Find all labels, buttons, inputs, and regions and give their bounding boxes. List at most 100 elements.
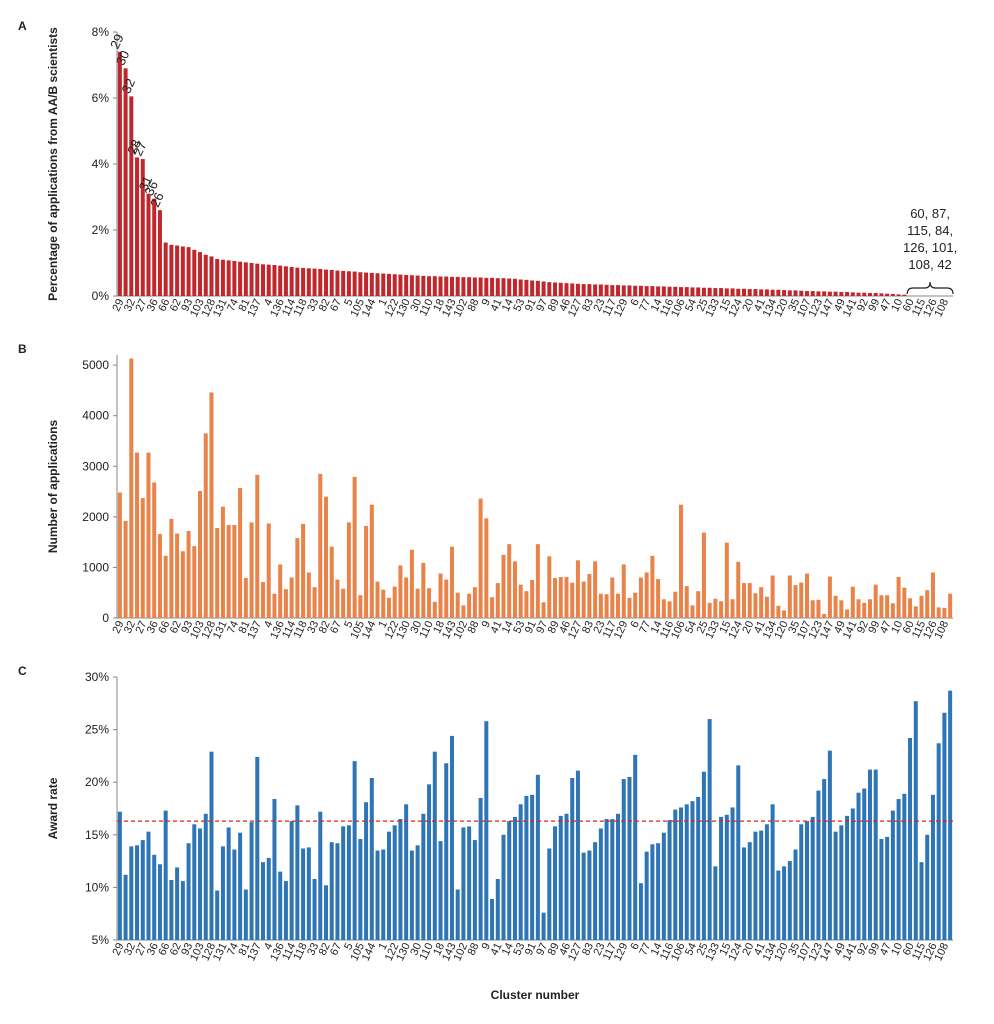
bar bbox=[581, 581, 586, 618]
bar bbox=[764, 824, 769, 940]
x-tick-label: 41 bbox=[752, 941, 768, 957]
bar bbox=[816, 291, 821, 296]
bar bbox=[220, 846, 225, 940]
y-tick-label: 5000 bbox=[82, 358, 109, 372]
bar bbox=[478, 797, 483, 940]
bar bbox=[713, 288, 718, 296]
bar bbox=[169, 518, 174, 618]
bar bbox=[621, 564, 626, 618]
y-tick-label: 5% bbox=[92, 933, 110, 947]
bar bbox=[696, 591, 701, 618]
bar bbox=[215, 890, 220, 940]
bar bbox=[261, 582, 266, 618]
bar bbox=[209, 256, 214, 296]
x-tick-label: 20 bbox=[740, 941, 756, 957]
bar bbox=[369, 272, 374, 296]
bar bbox=[381, 589, 386, 618]
bar bbox=[129, 846, 134, 940]
x-tick-label: 66 bbox=[156, 297, 172, 313]
bar bbox=[879, 595, 884, 618]
x-tick-label: 20 bbox=[740, 297, 756, 313]
bar bbox=[323, 269, 329, 296]
bar bbox=[793, 849, 798, 940]
bar bbox=[673, 809, 678, 940]
x-tick-label: 91 bbox=[523, 619, 539, 635]
bar bbox=[770, 575, 775, 618]
bar bbox=[816, 790, 821, 940]
bar bbox=[827, 750, 832, 940]
bar bbox=[638, 577, 643, 618]
bar bbox=[117, 51, 122, 296]
x-tick-label: 9 bbox=[480, 941, 493, 952]
bar bbox=[438, 573, 443, 618]
bar bbox=[633, 285, 638, 296]
bar bbox=[507, 278, 512, 296]
bar bbox=[243, 889, 248, 940]
bar bbox=[364, 802, 369, 940]
bar bbox=[157, 864, 162, 940]
x-tick-label: 88 bbox=[466, 941, 482, 957]
bar bbox=[117, 492, 122, 618]
bar bbox=[495, 878, 500, 940]
bar bbox=[787, 861, 792, 940]
bar bbox=[747, 842, 752, 940]
bar bbox=[885, 836, 890, 940]
bar bbox=[890, 294, 895, 296]
x-tick-label: 97 bbox=[534, 619, 550, 635]
bar bbox=[776, 289, 781, 296]
bar bbox=[427, 784, 432, 940]
bar bbox=[839, 600, 844, 618]
bar bbox=[249, 522, 254, 618]
x-tick-label: 89 bbox=[546, 297, 562, 313]
x-tick-label: 77 bbox=[637, 619, 653, 635]
bar bbox=[346, 522, 351, 618]
bar bbox=[146, 193, 151, 296]
bar bbox=[364, 525, 369, 618]
bar bbox=[650, 286, 655, 296]
x-tick-label: 14 bbox=[500, 941, 516, 957]
bar bbox=[845, 609, 850, 618]
x-tick-label: 62 bbox=[168, 619, 184, 635]
bar bbox=[478, 277, 483, 296]
bar bbox=[335, 843, 340, 940]
bar bbox=[289, 577, 294, 618]
x-tick-label: 77 bbox=[637, 297, 653, 313]
bar bbox=[701, 532, 706, 618]
bar bbox=[163, 810, 168, 940]
data-label: 30 bbox=[113, 48, 133, 67]
x-tick-label: 25 bbox=[695, 297, 711, 313]
bar bbox=[335, 270, 340, 296]
bar bbox=[547, 556, 552, 618]
bar bbox=[707, 287, 712, 296]
panel-label: B bbox=[18, 342, 27, 356]
bar bbox=[404, 804, 409, 940]
bar bbox=[352, 271, 357, 296]
x-tick-label: 46 bbox=[557, 619, 573, 635]
bar bbox=[518, 584, 523, 618]
x-tick-label: 92 bbox=[855, 619, 871, 635]
bar bbox=[135, 845, 140, 940]
bar bbox=[261, 862, 266, 940]
bar bbox=[232, 261, 237, 296]
x-tick-label: 88 bbox=[466, 619, 482, 635]
bar bbox=[198, 491, 203, 618]
x-tick-label: 83 bbox=[580, 297, 596, 313]
bar bbox=[936, 607, 941, 618]
bar bbox=[461, 605, 466, 618]
bar bbox=[192, 546, 197, 618]
bar bbox=[793, 585, 798, 618]
x-tick-label: 54 bbox=[683, 941, 699, 957]
bar bbox=[289, 821, 294, 940]
bar bbox=[386, 831, 391, 940]
bar bbox=[163, 242, 168, 296]
bar bbox=[455, 592, 460, 618]
bar bbox=[867, 599, 872, 618]
bar bbox=[140, 159, 145, 296]
x-tick-label: 35 bbox=[786, 619, 802, 635]
bar bbox=[885, 595, 890, 618]
bar bbox=[484, 721, 489, 940]
bar bbox=[713, 866, 718, 940]
bar bbox=[919, 862, 924, 940]
y-tick-label: 30% bbox=[85, 670, 109, 684]
x-tick-label: 35 bbox=[786, 297, 802, 313]
